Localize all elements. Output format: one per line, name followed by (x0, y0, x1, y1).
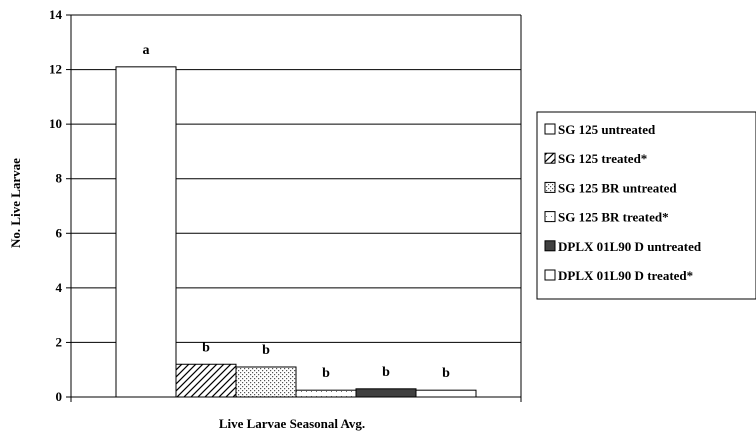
legend-swatch (544, 181, 556, 193)
y-tick-label: 6 (56, 225, 63, 240)
legend-box (536, 111, 756, 300)
legend-swatch (544, 269, 556, 281)
y-tick-label: 0 (56, 389, 63, 404)
legend-entry: SG 125 BR untreated (558, 180, 677, 195)
bar-1 (115, 66, 177, 398)
legend-entry: DPLX 01L90 D treated* (558, 268, 693, 283)
legend-swatch (544, 240, 556, 252)
data-label: b (202, 340, 210, 355)
legend-swatch (544, 211, 556, 223)
bar-2 (175, 363, 237, 398)
y-tick-label: 8 (56, 171, 63, 186)
data-label: a (143, 43, 150, 58)
y-tick-label: 14 (49, 7, 63, 22)
y-tick-label: 10 (49, 116, 62, 131)
y-axis-title: No. Live Larvae (8, 158, 23, 248)
data-label: b (442, 366, 450, 381)
bar-4 (295, 389, 357, 398)
y-tick-label: 12 (49, 62, 62, 77)
bar-3 (235, 366, 297, 398)
bar-5 (355, 388, 417, 398)
x-axis-title: Live Larvae Seasonal Avg. (219, 416, 365, 431)
legend-entry: SG 125 untreated (558, 122, 656, 137)
y-tick-labels: 0 2 4 6 8 10 12 14 (49, 7, 63, 404)
bars (115, 66, 477, 398)
data-label: b (322, 366, 330, 381)
y-tick-label: 2 (56, 334, 63, 349)
y-tick-label: 4 (56, 280, 63, 295)
legend-entry: DPLX 01L90 D untreated (558, 239, 702, 254)
legend-swatch (544, 123, 556, 135)
data-labels: a b b b b b (143, 43, 451, 381)
legend-swatch (544, 152, 556, 164)
legend: SG 125 untreated SG 125 treated* SG 125 BR… (536, 111, 756, 300)
data-label: b (262, 343, 270, 358)
axes (66, 14, 522, 402)
legend-entry: SG 125 BR treated* (558, 210, 669, 225)
bar-6 (415, 389, 477, 398)
legend-entry: SG 125 treated* (558, 151, 647, 166)
data-label: b (382, 365, 390, 380)
